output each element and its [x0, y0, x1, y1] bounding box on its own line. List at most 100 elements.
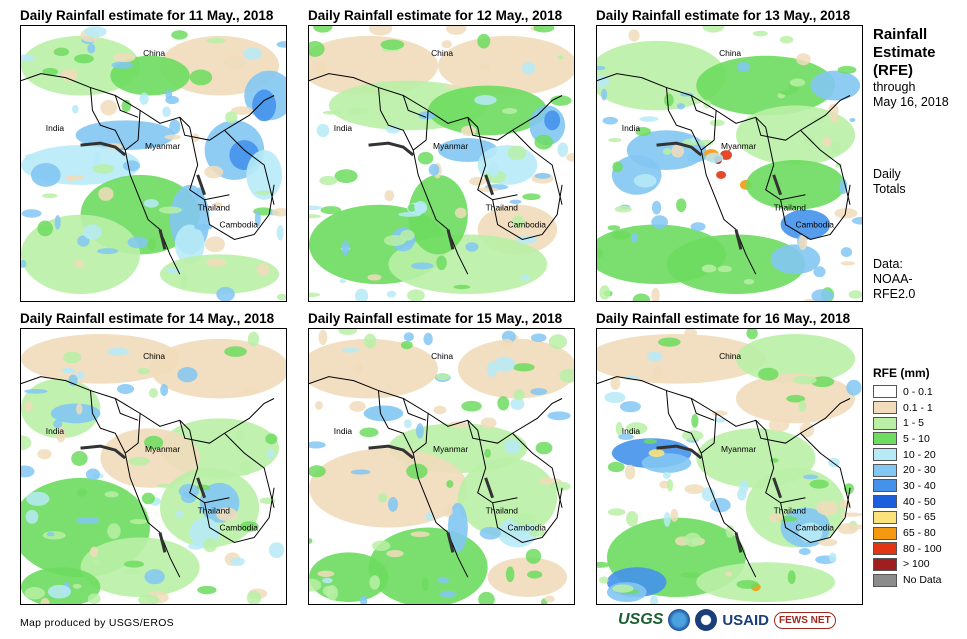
rainfall-area — [716, 170, 727, 179]
rainfall-speck — [313, 26, 333, 33]
rainfall-field — [309, 26, 574, 301]
legend-item: 40 - 50 — [873, 494, 942, 510]
rainfall-speck — [505, 566, 515, 583]
rainfall-speck — [318, 329, 328, 346]
legend-item: 80 - 100 — [873, 541, 942, 557]
rainfall-speck — [100, 99, 118, 116]
rainfall-area — [428, 85, 548, 136]
rainfall-speck — [460, 125, 477, 136]
rainfall-speck — [354, 288, 369, 301]
rainfall-speck — [180, 272, 187, 289]
rainfall-speck — [530, 388, 548, 396]
place-label-china: China — [431, 48, 453, 58]
legend-label: 80 - 100 — [903, 542, 942, 555]
rainfall-speck — [849, 117, 856, 123]
rainfall-map-svg: China India Myanmar Thailand Cambodia — [597, 329, 862, 604]
rainfall-speck — [162, 106, 171, 118]
rainfall-speck — [428, 163, 440, 176]
rainfall-speck — [530, 333, 547, 343]
rainfall-speck — [92, 151, 101, 165]
country-border — [477, 430, 518, 504]
rainfall-speck — [188, 542, 204, 550]
place-label-cambodia: Cambodia — [508, 523, 547, 533]
rainfall-speck — [42, 67, 58, 76]
rainfall-speck — [247, 331, 260, 347]
legend-swatch — [873, 479, 897, 493]
rainfall-speck — [509, 199, 522, 204]
rainfall-speck — [705, 152, 724, 163]
rainfall-speck — [164, 134, 181, 140]
country-border — [492, 184, 563, 240]
rainfall-speck — [604, 391, 626, 404]
rainfall-speck — [441, 505, 453, 517]
rainfall-area — [50, 403, 101, 424]
rainfall-speck — [743, 278, 755, 285]
rainfall-speck — [520, 274, 531, 281]
rainfall-speck — [63, 351, 82, 364]
rainfall-map-svg: China India Myanmar Thailand Cambodia — [597, 26, 862, 301]
rainfall-speck — [534, 172, 551, 179]
rainfall-speck — [441, 40, 453, 49]
rainfall-speck — [651, 215, 668, 229]
rainfall-speck — [607, 225, 621, 231]
rainfall-speck — [368, 26, 393, 36]
rainfall-speck — [478, 591, 495, 604]
legend-swatch — [873, 573, 897, 587]
through-label: through — [873, 80, 916, 94]
country-border — [800, 129, 851, 205]
rainfall-map-svg: China India Myanmar Thailand Cambodia — [309, 26, 574, 301]
rainfall-speck — [21, 259, 27, 268]
place-label-cambodia: Cambodia — [796, 220, 835, 230]
rainfall-speck — [425, 512, 434, 521]
coastline-no-data — [368, 141, 495, 250]
legend: 0 - 0.1 0.1 - 1 1 - 5 5 - 10 10 - 20 20 … — [873, 384, 942, 588]
rainfall-speck — [372, 540, 391, 551]
country-border — [765, 430, 806, 504]
rainfall-speck — [265, 433, 278, 445]
rainfall-speck — [448, 421, 469, 429]
rainfall-speck — [204, 165, 224, 179]
rainfall-speck — [702, 26, 725, 33]
rainfall-speck — [691, 414, 699, 428]
rainfall-speck — [254, 210, 261, 227]
rainfall-speck — [758, 367, 779, 381]
title-line-3: (RFE) — [873, 62, 913, 79]
rainfall-speck — [713, 418, 726, 423]
rainfall-area — [174, 224, 205, 265]
rainfall-speck — [349, 401, 366, 412]
rainfall-speck — [322, 110, 342, 115]
legend-label: 10 - 20 — [903, 448, 936, 461]
map-credit: Map produced by USGS/EROS — [20, 617, 174, 629]
rainfall-speck — [547, 411, 571, 421]
legend-swatch — [873, 510, 897, 524]
noaa-logo-icon — [668, 609, 691, 631]
place-label-india: India — [622, 426, 641, 436]
rainfall-map-13-may: China India Myanmar Thailand Cambodia — [596, 25, 863, 302]
rainfall-speck — [610, 376, 621, 391]
rainfall-speck — [477, 187, 499, 192]
country-border — [204, 184, 275, 240]
rainfall-speck — [37, 220, 53, 237]
rainfall-speck — [811, 289, 834, 301]
rainfall-speck — [309, 578, 322, 592]
rainfall-speck — [85, 468, 100, 481]
rainfall-speck — [98, 187, 114, 201]
rainfall-speck — [92, 164, 115, 174]
rainfall-speck — [317, 570, 335, 577]
rainfall-speck — [87, 43, 96, 54]
place-label-cambodia: Cambodia — [508, 220, 547, 230]
rainfall-speck — [206, 258, 227, 267]
rainfall-speck — [230, 557, 245, 566]
place-label-thailand: Thailand — [486, 203, 519, 213]
rainfall-speck — [268, 542, 285, 559]
rainfall-speck — [400, 340, 413, 350]
rainfall-speck — [840, 261, 856, 266]
rainfall-area — [735, 105, 856, 165]
rainfall-speck — [780, 90, 794, 96]
rainfall-area — [597, 333, 766, 384]
totals-label: Totals — [873, 182, 906, 196]
rainfall-speck — [123, 560, 145, 568]
rainfall-speck — [738, 480, 749, 494]
rainfall-speck — [255, 190, 273, 195]
rainfall-area — [447, 502, 468, 553]
